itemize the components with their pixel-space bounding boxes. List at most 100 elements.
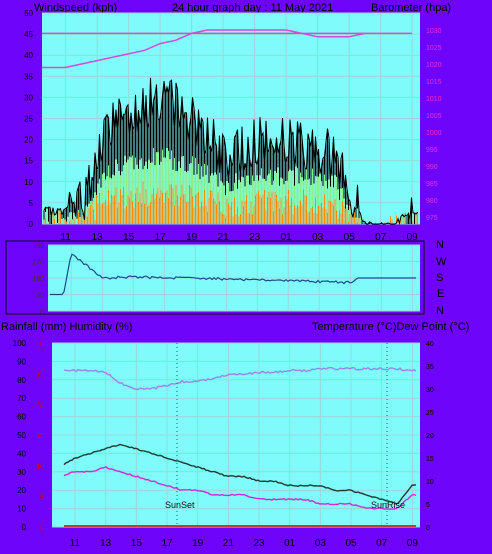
humidity-ytick-label: 0 <box>22 523 27 532</box>
wind-ytick-label: 20 <box>24 136 33 145</box>
humidity-ytick-label: 60 <box>17 413 26 422</box>
wind-ytick-label: 45 <box>24 30 33 39</box>
temperature-gridlines <box>52 342 420 528</box>
temperature-xtick-label: 03 <box>315 538 327 549</box>
barometer-ytick-label: 995 <box>426 147 438 154</box>
rain-humidity-axis-label: Rainfall (mm) Humidity (%) <box>1 321 132 333</box>
humidity-ytick-label: 10 <box>17 505 26 514</box>
direction-ytick-label: 270 <box>32 260 44 267</box>
barometer-line <box>42 29 413 69</box>
barometer-ytick-label: 1015 <box>426 79 442 86</box>
humidity-line <box>63 366 417 391</box>
temperature-xtick-label: 05 <box>345 538 357 549</box>
barometer-ytick-label: 1020 <box>426 62 442 69</box>
rain-ytick-label: 10 <box>36 464 44 471</box>
sunrise-label: SunRise <box>371 500 405 510</box>
direction-ytick-label: 0 <box>40 309 44 316</box>
wind-xtick-label: 03 <box>312 232 324 243</box>
barometer-ytick-label: 980 <box>426 198 438 205</box>
barometer-ytick-label: 1010 <box>426 96 442 103</box>
compass-label-n2: N <box>436 305 444 317</box>
wind-series <box>42 29 418 225</box>
humidity-ytick-label: 30 <box>17 468 26 477</box>
temperature-xtick-label: 07 <box>376 538 388 549</box>
temperature-xtick-label: 09 <box>407 538 419 549</box>
humidity-ytick-label: 80 <box>17 376 26 385</box>
temperature-line <box>63 443 417 505</box>
humidity-ytick-label: 20 <box>17 486 26 495</box>
wind-ytick-label: 10 <box>24 178 33 187</box>
temperature-xtick-label: 17 <box>161 538 173 549</box>
barometer-ytick-label: 1030 <box>426 28 442 35</box>
rain-ytick-label: 5 <box>40 494 44 501</box>
wind-ytick-label: 40 <box>24 51 33 60</box>
wind-xtick-label: 23 <box>249 232 261 243</box>
wind-ytick-label: 30 <box>24 93 33 102</box>
wind-xtick-label: 05 <box>344 232 356 243</box>
temperature-xtick-label: 15 <box>131 538 143 549</box>
wind-ytick-label: 5 <box>29 199 34 208</box>
direction-ytick-label: 360 <box>32 243 44 250</box>
wind-ytick-label: 25 <box>24 115 33 124</box>
barometer-ytick-label: 1025 <box>426 45 442 52</box>
compass-labels: N W S E N <box>436 239 447 317</box>
wind-xtick-label: 11 <box>60 232 71 243</box>
wind-axes: 0510152025303540455097598098599099510001… <box>24 9 442 243</box>
windspeed-axis-label: Windspeed (kph) <box>34 2 117 14</box>
wind-xtick-label: 07 <box>375 232 387 243</box>
temperature-ytick-label: 25 <box>426 410 434 417</box>
temperature-ytick-label: 40 <box>426 341 434 348</box>
wind-xtick-label: 09 <box>407 232 419 243</box>
temperature-ytick-label: 5 <box>426 502 430 509</box>
direction-ytick-label: 90 <box>36 293 44 300</box>
humidity-ytick-label: 40 <box>17 449 26 458</box>
wind-xtick-label: 17 <box>155 232 167 243</box>
barometer-ytick-label: 975 <box>426 215 438 222</box>
barometer-ytick-label: 985 <box>426 181 438 188</box>
compass-label-e: E <box>437 288 444 300</box>
wind-ytick-label: 15 <box>24 157 33 166</box>
temperature-axes: 0102030405060708090100051015202530051015… <box>13 339 434 549</box>
temperature-xtick-label: 01 <box>284 538 296 549</box>
temperature-xtick-label: 11 <box>70 538 81 549</box>
rain-ytick-label: 0 <box>40 525 44 532</box>
compass-label-s: S <box>436 272 443 284</box>
temperature-xtick-label: 19 <box>192 538 204 549</box>
direction-series <box>50 253 416 296</box>
humidity-ytick-label: 70 <box>17 394 26 403</box>
direction-line <box>50 253 416 296</box>
wind-ytick-label: 50 <box>24 9 33 18</box>
dewpoint-line <box>63 465 417 510</box>
compass-label-w: W <box>436 256 447 268</box>
wind-xtick-label: 19 <box>186 232 198 243</box>
rain-ytick-label: 20 <box>36 402 44 409</box>
barometer-axis-label: Barometer (hpa) <box>371 2 451 14</box>
direction-axes: 360 270 180 90 0 <box>32 243 44 316</box>
wind-xtick-label: 01 <box>281 232 293 243</box>
temperature-xtick-label: 23 <box>253 538 265 549</box>
temperature-ytick-label: 15 <box>426 456 434 463</box>
compass-label-n1: N <box>436 239 444 251</box>
temperature-axis-label: Temperature (°C)Dew Point (°C) <box>312 321 469 333</box>
wind-xtick-label: 13 <box>92 232 104 243</box>
barometer-ytick-label: 990 <box>426 164 438 171</box>
graph-title: 24 hour graph day : 11 May 2021 <box>172 2 333 14</box>
barometer-ytick-label: 1005 <box>426 113 442 120</box>
temperature-ytick-label: 20 <box>426 433 434 440</box>
temperature-series <box>63 366 417 527</box>
direction-ytick-label: 180 <box>32 276 44 283</box>
temperature-ytick-label: 0 <box>426 525 430 532</box>
temperature-xtick-label: 13 <box>100 538 112 549</box>
rain-ytick-label: 30 <box>36 341 44 348</box>
temperature-xtick-label: 21 <box>223 538 235 549</box>
temperature-ytick-label: 30 <box>426 387 434 394</box>
temperature-ytick-label: 10 <box>426 479 434 486</box>
rain-ytick-label: 25 <box>36 372 44 379</box>
humidity-ytick-label: 100 <box>13 339 27 348</box>
rain-ytick-label: 15 <box>36 433 44 440</box>
temperature-ytick-label: 35 <box>426 364 434 371</box>
wind-ytick-label: 35 <box>24 72 33 81</box>
wind-gust-line <box>43 77 418 225</box>
wind-ytick-label: 0 <box>29 220 34 229</box>
